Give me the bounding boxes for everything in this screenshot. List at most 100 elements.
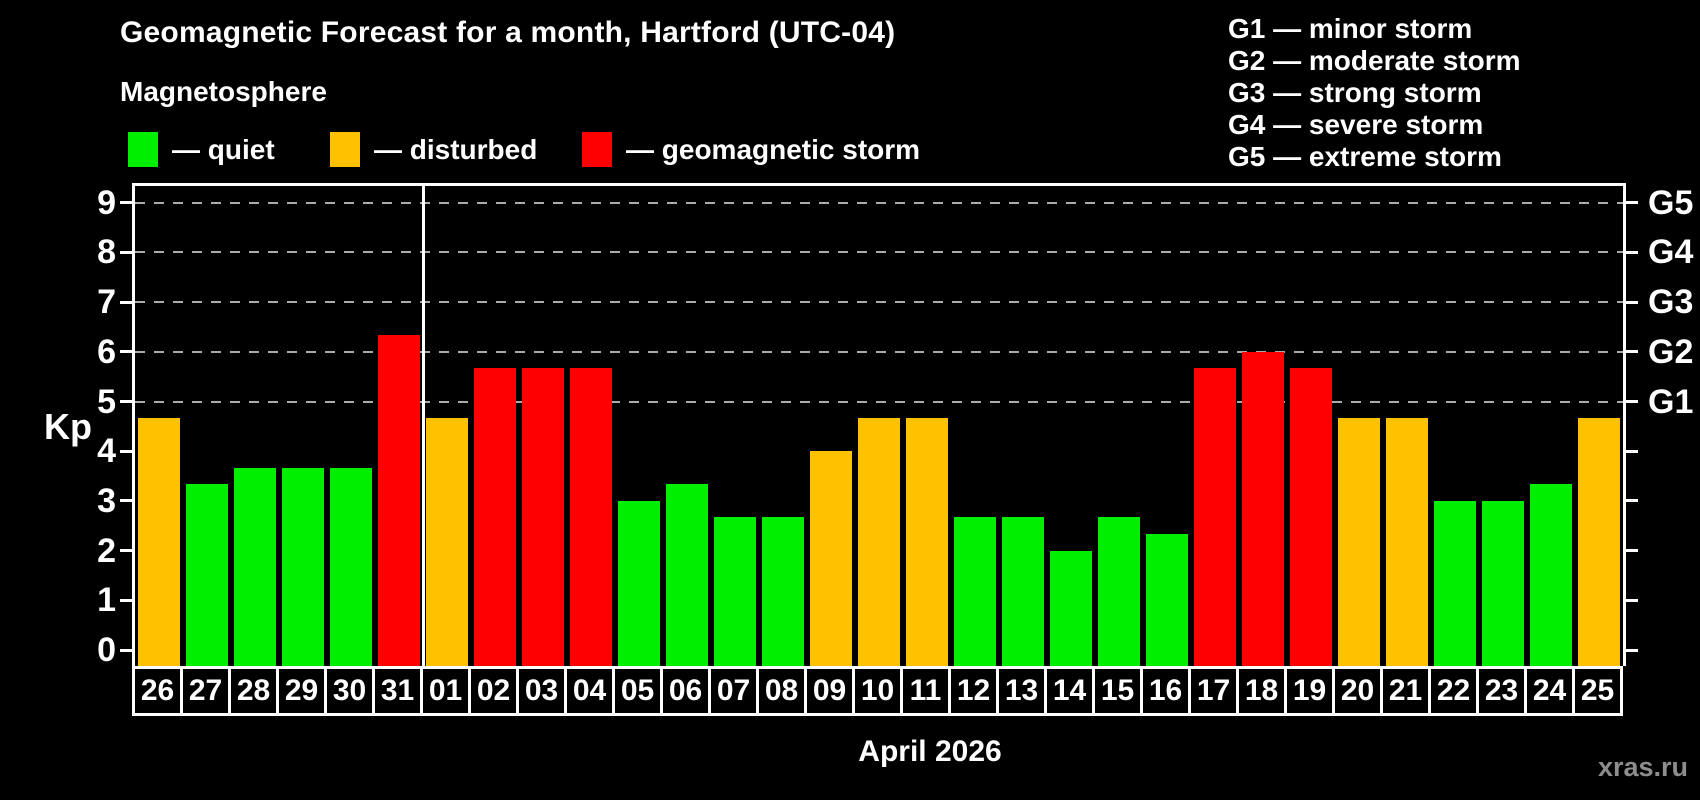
- right-axis-tick-0: [1626, 648, 1638, 652]
- legend-swatch-quiet: [128, 132, 158, 167]
- plot-frame-left: [132, 183, 135, 666]
- bar-day-18: [1242, 351, 1284, 666]
- bar-day-13: [1002, 517, 1044, 666]
- date-label-row: 26 27 28 29 30 31 01 02 03 04 05 06 07 08 09 10 11 12 13 14…: [132, 666, 1632, 716]
- right-axis-label-G2: G2: [1648, 332, 1694, 371]
- watermark: xras.ru: [1597, 752, 1688, 782]
- legend-label-disturbed: — disturbed: [374, 134, 538, 165]
- right-axis-tick-7: [1626, 300, 1638, 304]
- bar-day-20: [1338, 417, 1380, 666]
- bar-day-21: [1386, 417, 1428, 666]
- y-axis-tick-9: [120, 201, 132, 205]
- date-label-15: 15: [1092, 666, 1143, 716]
- gridline-kp8: [135, 251, 1623, 254]
- month-separator-line: [421, 183, 425, 666]
- storm-scale-line-g2: G2 — moderate storm: [1228, 45, 1521, 76]
- legend-swatch-storm: [582, 132, 612, 167]
- bar-day-27: [186, 484, 228, 666]
- right-axis-tick-6: [1626, 350, 1638, 354]
- gridline-kp7: [135, 301, 1623, 304]
- date-label-28: 28: [228, 666, 279, 716]
- date-label-24: 24: [1524, 666, 1575, 716]
- y-axis-tick-6: [120, 350, 132, 354]
- date-label-22: 22: [1428, 666, 1479, 716]
- right-axis-label-G4: G4: [1648, 233, 1694, 272]
- y-axis-tick-4: [120, 449, 132, 453]
- date-label-11: 11: [900, 666, 951, 716]
- bar-day-19: [1290, 368, 1332, 666]
- legend-label-quiet: — quiet: [172, 134, 275, 165]
- right-axis-tick-1: [1626, 598, 1638, 602]
- date-label-10: 10: [852, 666, 903, 716]
- date-label-14: 14: [1044, 666, 1095, 716]
- gridline-kp9: [135, 201, 1623, 204]
- y-axis-label-6: 6: [97, 332, 116, 371]
- date-label-30: 30: [324, 666, 375, 716]
- y-axis-label-7: 7: [97, 283, 116, 322]
- date-label-21: 21: [1380, 666, 1431, 716]
- y-axis-tick-0: [120, 648, 132, 652]
- bar-day-14: [1050, 550, 1092, 666]
- date-label-08: 08: [756, 666, 807, 716]
- storm-scale-line-g3: G3 — strong storm: [1228, 77, 1482, 108]
- y-axis-label-2: 2: [97, 531, 116, 570]
- bar-day-11: [906, 417, 948, 666]
- y-axis-label-9: 9: [97, 183, 116, 222]
- plot-frame-top: [132, 183, 1626, 186]
- gridline-kp6: [135, 350, 1623, 353]
- date-label-19: 19: [1284, 666, 1335, 716]
- date-label-27: 27: [180, 666, 231, 716]
- date-label-31: 31: [372, 666, 423, 716]
- bar-day-25: [1578, 417, 1620, 666]
- bar-day-05: [618, 500, 660, 666]
- y-axis-tick-8: [120, 250, 132, 254]
- date-label-04: 04: [564, 666, 615, 716]
- storm-scale-line-g5: G5 — extreme storm: [1228, 141, 1502, 172]
- bar-day-01: [426, 417, 468, 666]
- date-label-23: 23: [1476, 666, 1527, 716]
- right-axis-tick-2: [1626, 549, 1638, 553]
- bar-day-09: [810, 451, 852, 666]
- bar-day-02: [474, 368, 516, 666]
- bar-day-17: [1194, 368, 1236, 666]
- date-label-16: 16: [1140, 666, 1191, 716]
- bar-day-06: [666, 484, 708, 666]
- right-axis-tick-8: [1626, 250, 1638, 254]
- y-axis-tick-7: [120, 300, 132, 304]
- bar-day-04: [570, 368, 612, 666]
- legend-label-storm: — geomagnetic storm: [626, 134, 921, 165]
- y-axis-tick-3: [120, 499, 132, 503]
- right-axis-tick-3: [1626, 499, 1638, 503]
- legend-swatch-disturbed: [330, 132, 360, 167]
- bar-day-28: [234, 467, 276, 666]
- bar-day-31: [378, 335, 420, 666]
- y-axis-label-4: 4: [97, 432, 116, 471]
- date-label-26: 26: [132, 666, 183, 716]
- chart-title: Geomagnetic Forecast for a month, Hartfo…: [120, 16, 896, 49]
- bar-day-22: [1434, 500, 1476, 666]
- bar-day-30: [330, 467, 372, 666]
- y-axis-tick-5: [120, 400, 132, 403]
- y-axis-label-0: 0: [97, 631, 116, 669]
- right-axis-tick-5: [1626, 400, 1638, 403]
- y-axis-title: Kp: [44, 406, 92, 447]
- date-label-06: 06: [660, 666, 711, 716]
- date-label-01: 01: [420, 666, 471, 716]
- right-axis-tick-4: [1626, 449, 1638, 453]
- date-label-03: 03: [516, 666, 567, 716]
- bar-day-29: [282, 467, 324, 666]
- y-axis-label-8: 8: [97, 233, 116, 272]
- date-label-18: 18: [1236, 666, 1287, 716]
- y-axis-tick-1: [120, 598, 132, 602]
- x-axis-title: April 2026: [858, 735, 1002, 768]
- bar-day-26: [138, 417, 180, 666]
- bar-day-23: [1482, 500, 1524, 666]
- y-axis-label-3: 3: [97, 481, 116, 520]
- date-label-02: 02: [468, 666, 519, 716]
- bar-day-08: [762, 517, 804, 666]
- right-axis-label-G3: G3: [1648, 283, 1694, 322]
- gridline-kp5: [135, 400, 1623, 403]
- bar-day-15: [1098, 517, 1140, 666]
- y-axis-label-1: 1: [97, 581, 116, 620]
- right-axis-label-G1: G1: [1648, 382, 1694, 421]
